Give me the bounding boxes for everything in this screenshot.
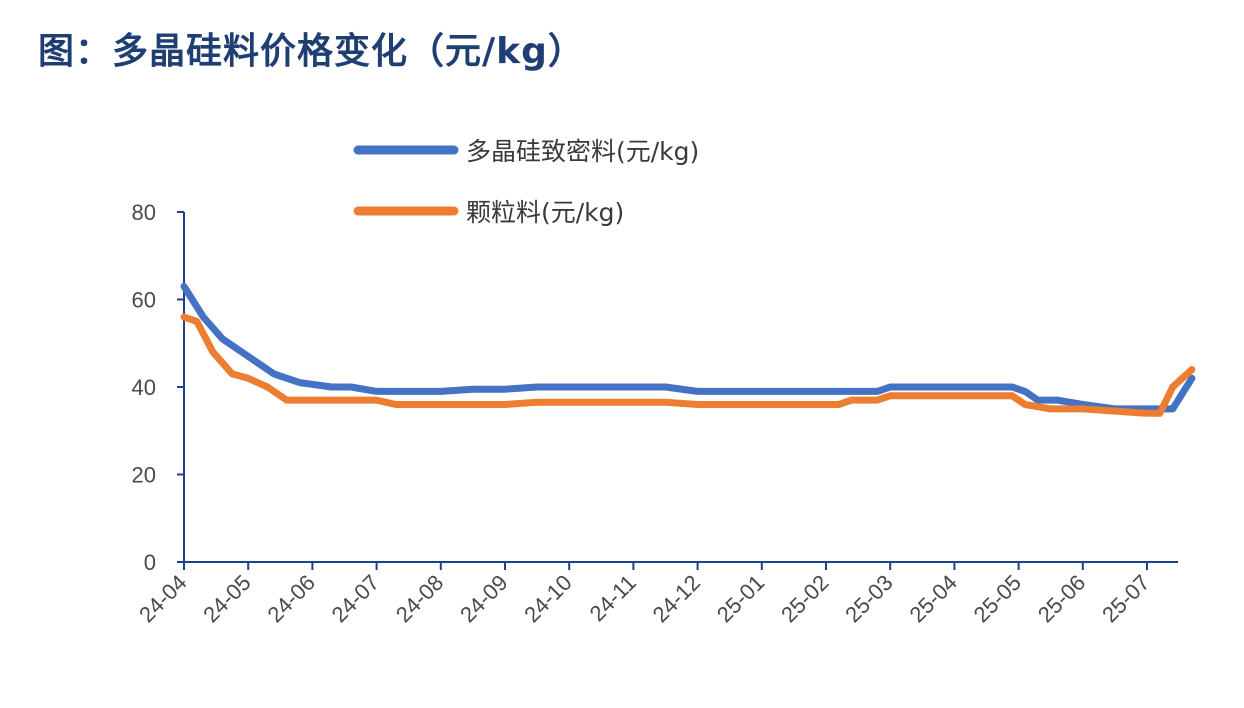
x-tick-label: 24-04: [134, 570, 191, 627]
series-line-1: [180, 282, 1196, 413]
legend-label-series-2: 颗粒料(元/kg): [466, 198, 624, 227]
legend-label-series-1: 多晶硅致密料(元/kg): [466, 137, 699, 166]
chart-title: 图：多晶硅料价格变化（元/kg）: [38, 31, 585, 72]
x-tick-label: 25-06: [1033, 570, 1090, 627]
x-tick-label: 24-10: [519, 570, 576, 627]
x-tick-label: 25-02: [776, 570, 833, 627]
x-tick-label: 25-07: [1097, 570, 1154, 627]
y-tick-label: 40: [132, 375, 156, 400]
x-tick-label: 24-12: [648, 570, 705, 627]
series-line-2: [180, 313, 1196, 417]
x-tick-label: 24-06: [262, 570, 319, 627]
y-tick-label: 20: [132, 463, 156, 488]
x-tick-label: 24-08: [391, 570, 448, 627]
y-tick-label: 60: [132, 288, 156, 313]
series-lines: [180, 282, 1196, 417]
x-tick-label: 24-09: [455, 570, 512, 627]
legend: 多晶硅致密料(元/kg) 颗粒料(元/kg): [353, 137, 699, 227]
x-tick-label: 25-04: [904, 570, 961, 627]
x-tick-label: 25-05: [969, 570, 1026, 627]
x-tick-label: 24-11: [585, 570, 641, 626]
x-tick-label: 25-03: [840, 570, 897, 627]
x-tick-label: 24-07: [327, 570, 384, 627]
x-tick-label: 25-01: [712, 570, 769, 627]
y-ticks: 0 20 40 60 80: [132, 200, 184, 575]
x-tick-label: 24-05: [198, 570, 255, 627]
x-ticks: 24-04 24-05 24-06 24-07 24-08 24-09 24-10 24-11…: [134, 562, 1155, 627]
y-tick-label: 0: [144, 550, 156, 575]
y-tick-label: 80: [132, 200, 156, 225]
